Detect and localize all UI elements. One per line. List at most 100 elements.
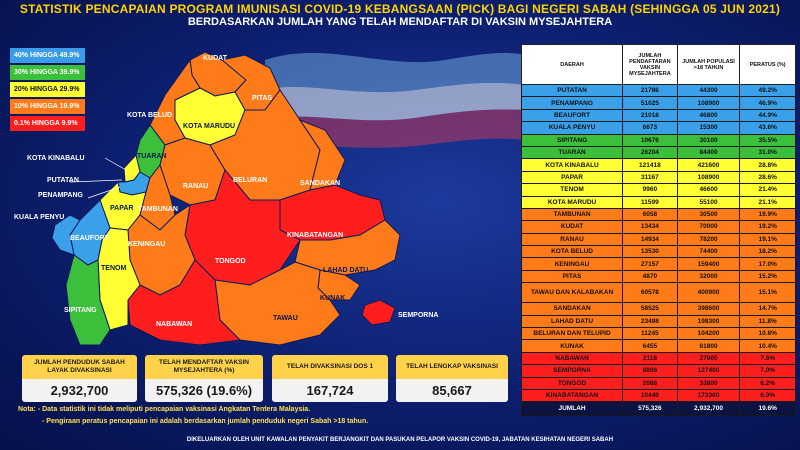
table-cell: KOTA KINABALU [520,158,624,172]
table-cell: 28.8% [739,158,796,172]
table-cell: 2088 [622,376,678,391]
table-cell: 44300 [676,83,741,98]
table-cell: 575,326 [622,401,678,417]
table-cell: 11245 [622,327,678,341]
table-cell: PITAS [520,269,624,284]
table-cell: 11599 [622,195,678,209]
table-cell: 9960 [622,183,678,197]
map-label-tawau: TAWAU [273,315,298,322]
table-cell: 6.2% [739,376,796,391]
table-cell: 21018 [622,108,678,123]
map-label-kota-belud: KOTA BELUD [127,112,172,119]
map-label-kinabatangan: KINABATANGAN [287,232,343,239]
map-label-lahad-datu: LAHAD DATU [323,267,368,274]
table-cell: 55100 [676,195,741,209]
map-label-pitas: PITAS [252,95,272,102]
table-cell: KOTA MARUDU [520,195,624,209]
table-cell: TUARAN [520,145,624,160]
table-row: KUALA PENYU 6673 15300 43.6% [520,121,796,135]
table-header-row: DAERAH JUMLAH PENDAFTARAN VAKSIN MYSEJAH… [520,44,796,85]
table-cell: 32000 [676,269,741,284]
table-cell: 2118 [622,351,678,366]
note-line-2: - Pengiraan peratus pencapaian ini adala… [42,418,369,425]
map-label-kunak: KUNAK [320,295,345,302]
table-cell: 23498 [622,314,678,329]
table-header: JUMLAH POPULASI >18 TAHUN [676,44,741,85]
table-cell: 43.6% [739,121,796,135]
sabah-district-map: KUDAT PITAS KOTA BELUD KOTA MARUDU KOTA … [14,51,438,346]
table-cell: 10676 [622,133,678,147]
table-cell: 421600 [676,158,741,172]
stat-card-dose-1: TELAH DIVAKSINASI DOS 1 167,724 [272,355,388,402]
table-row: SANDAKAN 58525 398600 14.7% [520,302,796,316]
table-row: PUTATAN 21786 44300 49.2% [520,83,796,98]
district-kuala-penyu [51,214,81,256]
table-cell: 19.9% [739,207,796,222]
table-cell: KENINGAU [520,257,624,271]
table-cell: 398600 [676,302,741,316]
table-cell: 6455 [622,339,678,353]
map-label-putatan: PUTATAN [47,177,79,184]
table-cell: TAMBUNAN [520,207,624,222]
table-cell: PAPAR [520,170,624,185]
table-cell: 18.2% [739,245,796,259]
table-cell: 21.1% [739,195,796,209]
table-row: BELURAN DAN TELUPID 11245 104200 10.8% [520,327,796,341]
table-row: KENINGAU 27157 159400 17.0% [520,257,796,271]
map-label-kota-kinabalu: KOTA KINABALU [27,155,85,162]
stat-value: 575,326 (19.6%) [145,379,263,402]
table-cell: 400900 [676,282,741,304]
note-line-1: Nota: - Data statistik ini tidak meliput… [18,406,311,413]
table-cell: 51025 [622,96,678,110]
table-cell: 15.1% [739,282,796,304]
table-cell: 31.0% [739,145,796,160]
table-cell: PENAMPANG [520,96,624,110]
map-label-kudat: KUDAT [203,55,228,62]
table-cell: 58525 [622,302,678,316]
map-label-papar: PAPAR [110,205,133,212]
map-label-semporna: SEMPORNA [398,312,438,319]
table-cell: 4870 [622,269,678,284]
table-row: TAMBUNAN 6058 30500 19.9% [520,207,796,222]
table-cell: 13434 [622,220,678,234]
map-label-beluran: BELURAN [233,177,267,184]
table-cell: RANAU [520,232,624,247]
stat-label: TELAH LENGKAP VAKSINASI [396,355,508,379]
table-cell: 74400 [676,245,741,259]
stat-card-registered: TELAH MENDAFTAR VAKSIN MYSEJAHTERA (%) 5… [145,355,263,402]
table-header: PERATUS (%) [739,44,796,85]
table-cell: LAHAD DATU [520,314,624,329]
table-cell: 30500 [676,207,741,222]
stat-value: 85,667 [396,379,508,402]
table-row: TAWAU DAN KALABAKAN 60578 400900 15.1% [520,282,796,304]
table-cell: KUDAT [520,220,624,234]
district-sipitang [65,254,111,346]
table-cell: 60578 [622,282,678,304]
table-cell: 6.0% [739,388,796,403]
table-cell: 30100 [676,133,741,147]
table-cell: JUMLAH [520,401,624,417]
stat-label: TELAH MENDAFTAR VAKSIN MYSEJAHTERA (%) [145,355,263,379]
table-cell: 61800 [676,339,741,353]
table-row: KOTA BELUD 13530 74400 18.2% [520,245,796,259]
table-row: KOTA KINABALU 121418 421600 28.8% [520,158,796,172]
table-cell: 15300 [676,121,741,135]
table-cell: 14.7% [739,302,796,316]
table-cell: 10440 [622,388,678,403]
table-cell: 21.4% [739,183,796,197]
table-row: BEAUFORT 21018 46800 44.9% [520,108,796,123]
table-cell: TAWAU DAN KALABAKAN [520,282,624,304]
map-label-tambunan: TAMBUNAN [138,206,178,213]
table-row: KINABATANGAN 10440 173300 6.0% [520,388,796,403]
table-cell: 27900 [676,351,741,366]
table-cell: 19.1% [739,232,796,247]
table-cell: BELURAN DAN TELUPID [520,327,624,341]
table-cell: 19.6% [739,401,796,417]
table-cell: TONGOD [520,376,624,391]
map-label-kuala-penyu: KUALA PENYU [14,214,64,221]
table-cell: 21786 [622,83,678,98]
table-row: SEMPORNA 8896 127400 7.0% [520,364,796,378]
table-cell: 70000 [676,220,741,234]
table-cell: 17.0% [739,257,796,271]
table-cell: 13530 [622,245,678,259]
